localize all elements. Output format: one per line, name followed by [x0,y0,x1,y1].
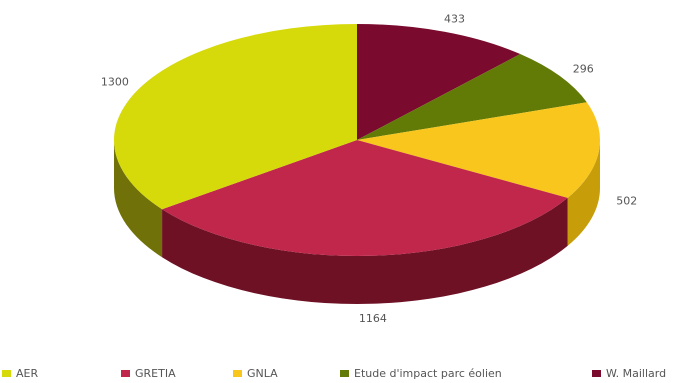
legend-label-gnla: GNLA [247,366,278,380]
side-gnla [567,140,600,246]
legend-swatch-etude [340,369,349,377]
legend-item-aer: AER [2,364,38,382]
legend-item-gretia: GRETIA [121,364,176,382]
data-label-etude-d-impact-parc-olien: 296 [573,62,594,75]
data-label-gnla: 502 [616,194,637,207]
slice-etude-d-impact-parc-olien [357,54,587,141]
legend-item-maillard: W. Maillard [592,364,666,382]
side-gretia [162,197,568,304]
slice-gnla [357,102,600,198]
legend-label-aer: AER [16,366,39,380]
data-labels: 433 296 502 1164 1300 [101,13,637,325]
legend: AER GRETIA GNLA Etude d'impact parc éoli… [0,364,700,382]
legend-label-gretia: GRETIA [135,366,176,380]
legend-label-maillard: W. Maillard [606,366,667,380]
legend-swatch-gnla [233,369,242,377]
legend-swatch-aer [2,369,11,377]
slice-w-maillard [357,24,521,140]
legend-swatch-maillard [592,369,601,377]
legend-label-etude: Etude d'impact parc éolien [354,366,502,380]
pie-chart: 433 296 502 1164 1300 [101,13,637,325]
side-aer [114,140,163,258]
pie-slices [113,24,600,256]
slice-gretia [162,140,568,256]
slice-aer [113,24,357,210]
pie-depth [114,140,600,304]
data-label-aer: 1300 [101,76,129,89]
legend-item-etude: Etude d'impact parc éolien [340,364,502,382]
legend-swatch-gretia [121,369,130,377]
data-label-gretia: 1164 [359,312,387,325]
legend-item-gnla: GNLA [233,364,278,382]
data-label-w-maillard: 433 [444,13,465,26]
